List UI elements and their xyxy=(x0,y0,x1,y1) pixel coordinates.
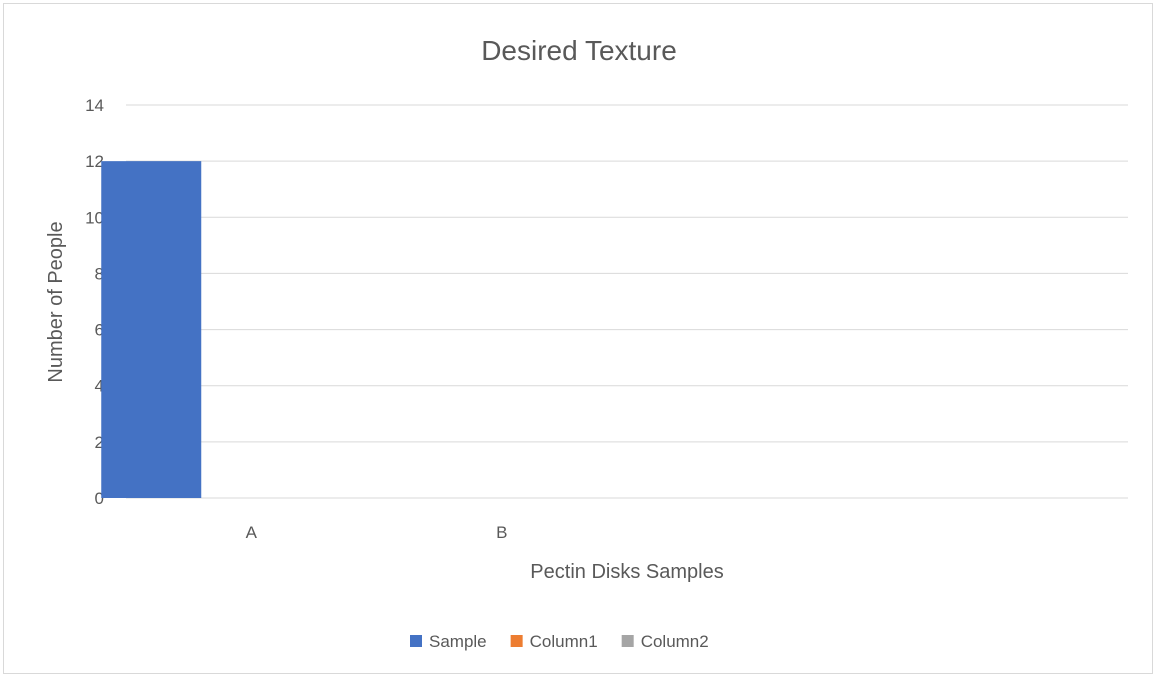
chart-title: Desired Texture xyxy=(481,35,677,66)
y-tick-label-12: 12 xyxy=(85,152,104,171)
legend-swatch-Column1 xyxy=(510,635,523,647)
y-tick-label-14: 14 xyxy=(85,96,104,115)
legend-label-Column1: Column1 xyxy=(530,632,598,651)
y-axis-title: Number of People xyxy=(45,221,67,382)
bars xyxy=(101,161,202,498)
x-tick-label-B: B xyxy=(496,523,507,542)
gridlines xyxy=(126,104,1128,499)
legend-swatch-Sample xyxy=(410,635,422,647)
legend-label-Sample: Sample xyxy=(429,632,487,651)
y-tick-label-0: 0 xyxy=(95,489,104,508)
legend: Sample Column1 Column2 xyxy=(410,632,709,651)
x-tick-label-A: A xyxy=(246,523,258,542)
legend-label-Column2: Column2 xyxy=(641,632,709,651)
legend-swatch-Column2 xyxy=(621,635,634,647)
y-axis-ticks: 0 2 4 6 8 10 12 14 xyxy=(85,96,104,508)
y-tick-label-6: 6 xyxy=(95,321,104,340)
x-axis-title: Pectin Disks Samples xyxy=(530,561,723,583)
y-tick-label-8: 8 xyxy=(95,264,104,283)
y-tick-label-2: 2 xyxy=(95,433,104,452)
bar-Sample-A xyxy=(101,161,202,498)
y-tick-label-10: 10 xyxy=(85,208,104,227)
y-tick-label-4: 4 xyxy=(95,377,104,396)
